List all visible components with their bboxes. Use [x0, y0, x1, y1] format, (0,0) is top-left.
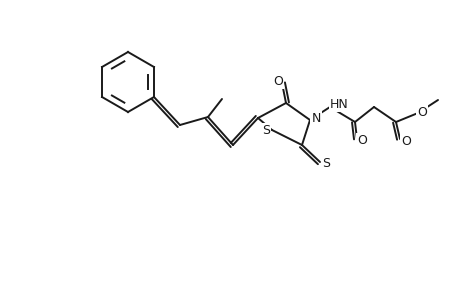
Text: O: O — [416, 106, 426, 118]
Text: O: O — [400, 134, 410, 148]
Text: O: O — [273, 74, 282, 88]
Text: O: O — [356, 134, 366, 146]
Text: N: N — [311, 112, 320, 124]
Text: S: S — [262, 124, 269, 136]
Text: S: S — [321, 157, 329, 169]
Text: HN: HN — [329, 98, 347, 110]
